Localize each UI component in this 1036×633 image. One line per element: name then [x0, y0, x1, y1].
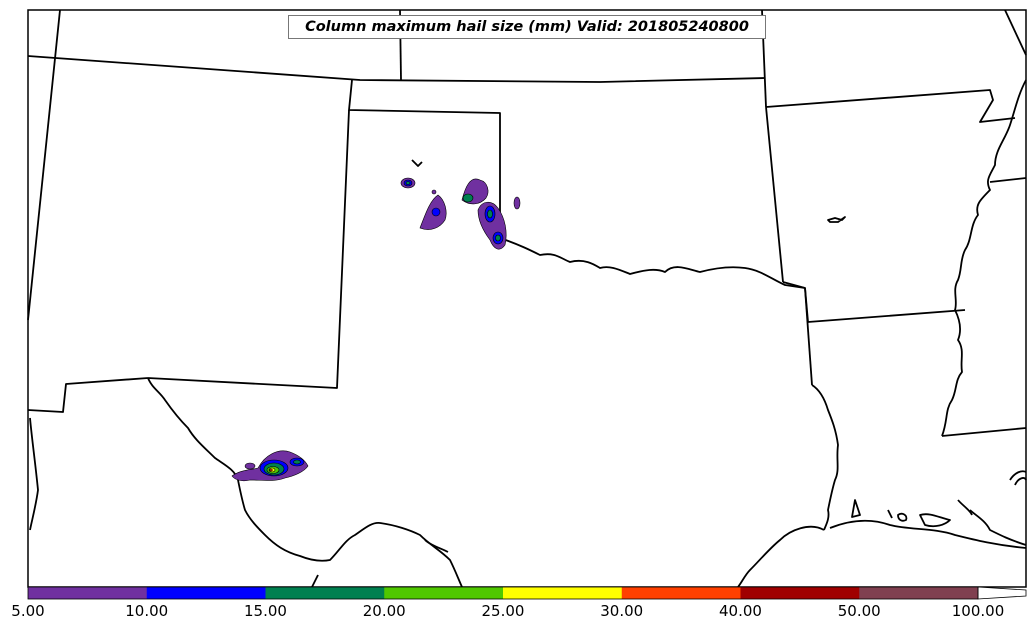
colorbar-segment [740, 587, 860, 599]
hail-contours-oklahoma [400, 177, 521, 250]
hail-contours-texas [231, 450, 309, 482]
colorbar-tick-label: 10.00 [125, 602, 169, 620]
colorbar-segment [265, 587, 385, 599]
map-title: Column maximum hail size (mm) Valid: 201… [288, 15, 766, 39]
colorbar-tick-label: 25.00 [481, 602, 525, 620]
colorbar-tick-label: 30.00 [600, 602, 644, 620]
colorbar-segment [384, 587, 504, 599]
colorbar [27, 586, 1027, 600]
colorbar-outline [27, 586, 979, 600]
colorbar-tick-label: 40.00 [719, 602, 762, 620]
colorbar-extension [977, 586, 1027, 600]
colorbar-segment [621, 587, 741, 599]
colorbar-segment [146, 587, 266, 599]
colorbar-tick-label: 20.00 [362, 602, 406, 620]
colorbar-segment [503, 587, 623, 599]
colorbar-tick-label: 15.00 [244, 602, 287, 620]
boundary-lines [27, 9, 1027, 588]
colorbar-tick-label: 5.00 [11, 602, 45, 620]
colorbar-tick-label: 100.00 [951, 602, 1005, 620]
colorbar-tick-label: 50.00 [837, 602, 881, 620]
colorbar-segment [28, 587, 148, 599]
map-frame [27, 9, 1027, 588]
colorbar-segment [859, 587, 979, 599]
